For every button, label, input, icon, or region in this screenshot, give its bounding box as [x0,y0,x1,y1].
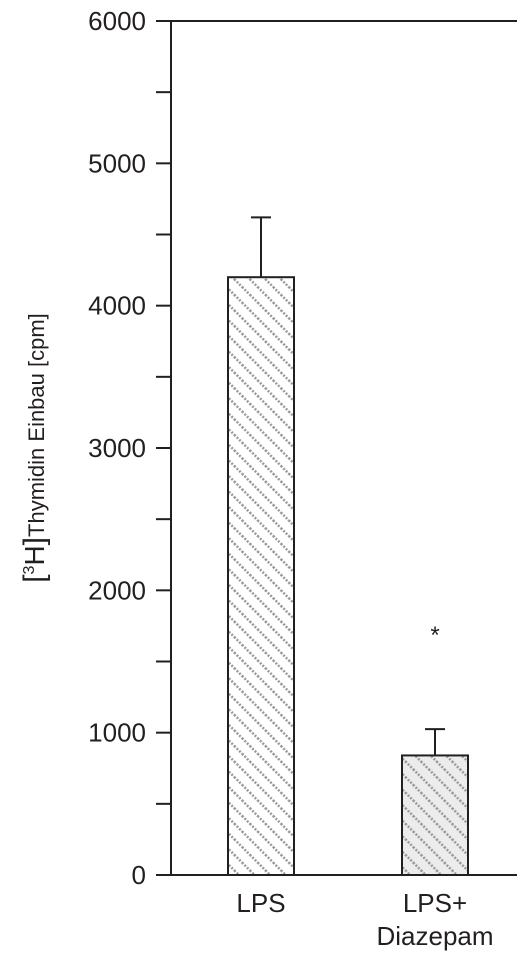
y-tick-label: 0 [132,860,146,890]
x-axis-category-labels: LPS LPS+Diazepam [236,888,493,951]
y-axis-title-text: Thymidin Einbau [cpm] [24,313,49,537]
y-axis-title-open-bracket: [ [18,574,51,583]
y-tick-label: 2000 [88,575,146,605]
y-tick-label: 3000 [88,433,146,463]
significance-markers: * [430,622,439,649]
bar [227,276,295,876]
y-tick-label: 6000 [88,6,146,36]
x-category-label: Diazepam [376,921,493,951]
x-category-label: LPS+ [403,888,467,918]
y-tick-label: 1000 [88,718,146,748]
y-axis-tick-labels: 0 1000 2000 3000 4000 5000 6000 [88,6,146,890]
significance-asterisk: * [430,622,439,649]
y-axis-title: [3H]Thymidin Einbau [cpm] [18,313,51,583]
x-category-label: LPS [236,888,285,918]
y-axis-ticks [156,20,171,876]
bar [401,754,469,876]
y-axis-title-isotope: H [19,545,50,565]
bars [227,216,469,876]
y-tick-label: 5000 [88,148,146,178]
y-tick-label: 4000 [88,291,146,321]
y-axis-title-superscript: 3 [21,565,38,574]
y-axis-title-close-bracket: ] [18,537,51,545]
